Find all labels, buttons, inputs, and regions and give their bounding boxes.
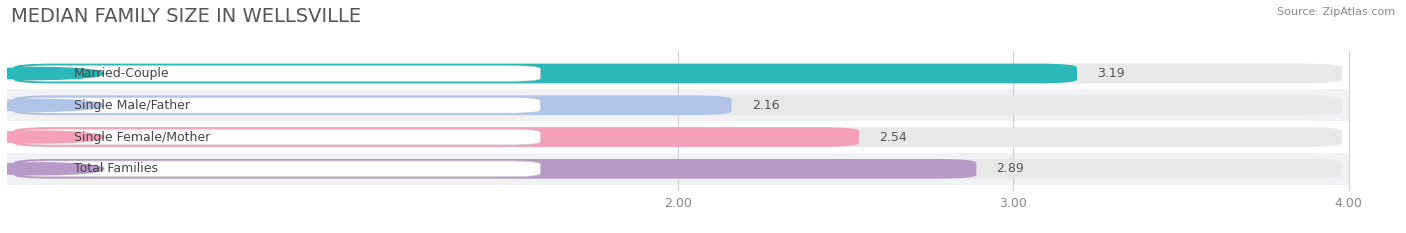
Bar: [7, 153, 1348, 185]
Text: Total Families: Total Families: [75, 162, 157, 175]
FancyBboxPatch shape: [14, 127, 859, 147]
Circle shape: [0, 131, 104, 143]
FancyBboxPatch shape: [21, 66, 540, 81]
Text: Single Female/Mother: Single Female/Mother: [75, 130, 211, 144]
Text: 2.54: 2.54: [879, 130, 907, 144]
FancyBboxPatch shape: [14, 96, 731, 115]
Text: 2.16: 2.16: [752, 99, 779, 112]
Circle shape: [0, 163, 104, 175]
FancyBboxPatch shape: [14, 159, 976, 179]
Text: 3.19: 3.19: [1097, 67, 1125, 80]
FancyBboxPatch shape: [21, 161, 540, 177]
Text: 2.89: 2.89: [997, 162, 1024, 175]
FancyBboxPatch shape: [14, 96, 1341, 115]
Text: Single Male/Father: Single Male/Father: [75, 99, 190, 112]
Bar: [7, 58, 1348, 89]
Circle shape: [0, 99, 104, 111]
Text: Source: ZipAtlas.com: Source: ZipAtlas.com: [1277, 7, 1395, 17]
Text: Married-Couple: Married-Couple: [75, 67, 170, 80]
FancyBboxPatch shape: [14, 159, 1341, 179]
FancyBboxPatch shape: [21, 97, 540, 113]
Bar: [7, 89, 1348, 121]
Circle shape: [0, 68, 104, 79]
Bar: [7, 121, 1348, 153]
Text: MEDIAN FAMILY SIZE IN WELLSVILLE: MEDIAN FAMILY SIZE IN WELLSVILLE: [11, 7, 361, 26]
FancyBboxPatch shape: [21, 129, 540, 145]
FancyBboxPatch shape: [14, 64, 1341, 83]
FancyBboxPatch shape: [14, 64, 1077, 83]
FancyBboxPatch shape: [14, 127, 1341, 147]
